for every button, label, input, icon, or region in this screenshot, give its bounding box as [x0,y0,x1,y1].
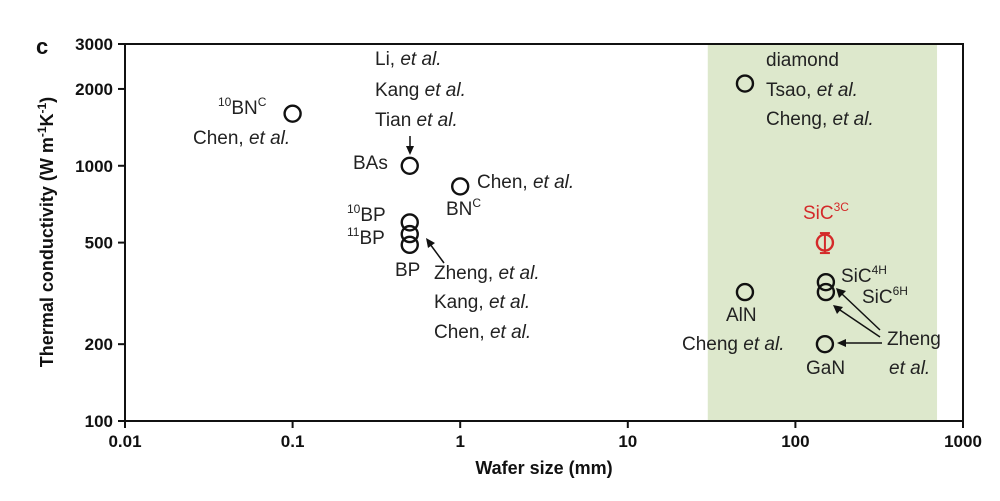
label-kang-2: Kang, et al. [434,292,530,313]
label-10bp: 10BP [347,202,386,226]
label-cheng-1: Cheng, et al. [766,109,874,130]
label-sic6h: SiC6H [862,284,908,308]
data-point [400,235,419,255]
data-point [816,282,836,302]
label-sic4h: SiC4H [841,263,887,287]
y-tick-label: 100 [85,412,113,431]
x-tick-label: 10 [618,432,637,451]
label-diamond: diamond [766,50,839,71]
data-point [735,282,755,302]
label-bnc: BNC [446,196,481,220]
arrow-sic6h [839,309,881,338]
label-chen-1: Chen, et al. [193,128,290,149]
label-11bp: 11BP [347,225,385,249]
data-point [815,334,835,354]
arrow-sic4h [841,293,881,331]
data-point [735,74,755,93]
label-10bnc: 10BNC [218,95,267,119]
x-tick-label: 100 [781,432,809,451]
y-tick-label: 2000 [75,80,113,99]
x-tick-label: 1 [455,432,464,451]
plot-frame [124,43,964,422]
x-axis-title: Wafer size (mm) [475,458,612,478]
label-zheng-2-etal: et al. [889,358,930,379]
label-cheng-2: Cheng et al. [682,334,784,355]
label-chen-3: Chen, et al. [434,322,531,343]
label-bas: BAs [353,153,388,174]
data-marks [283,74,836,354]
data-point [400,156,419,175]
label-zheng-2: Zheng [887,329,941,350]
label-sic3c: SiC3C [803,200,849,224]
y-tick-label: 3000 [75,35,113,54]
arrow-sic4h-head [836,288,846,298]
label-chen-2: Chen, et al. [477,172,574,193]
label-kang-1: Kang et al. [375,80,466,101]
y-axis-title: Thermal conductivity (W m-1K-1) [35,97,57,367]
data-point [816,272,836,292]
label-zheng-1: Zheng, et al. [434,263,540,284]
panel-label: c [36,34,48,59]
y-tick-label: 200 [85,335,113,354]
y-tick-label: 500 [85,234,113,253]
label-gan: GaN [806,358,845,379]
annotation-arrows [406,136,882,347]
arrow-bp-head [426,238,435,248]
y-tick-label: 1000 [75,157,113,176]
data-point [283,104,302,123]
x-tick-label: 0.1 [281,432,305,451]
label-tian: Tian et al. [375,110,458,131]
label-tsao: Tsao, et al. [766,80,858,101]
arrow-gan-head [837,339,846,347]
arrow-sic6h-head [833,305,843,314]
x-tick-label: 0.01 [108,432,141,451]
data-point [451,177,470,196]
label-li: Li, et al. [375,49,442,70]
label-bp: BP [395,260,420,281]
axis-ticks: 0.01 0.1 1 10 100 1000 100 200 500 1000 2000 3000 [75,35,982,451]
data-point [400,224,419,244]
data-point [815,233,835,252]
arrow-bp [429,243,445,264]
label-aln: AlN [726,305,757,326]
arrow-bas-head [406,146,414,155]
x-tick-label: 1000 [944,432,982,451]
data-point [400,213,419,232]
